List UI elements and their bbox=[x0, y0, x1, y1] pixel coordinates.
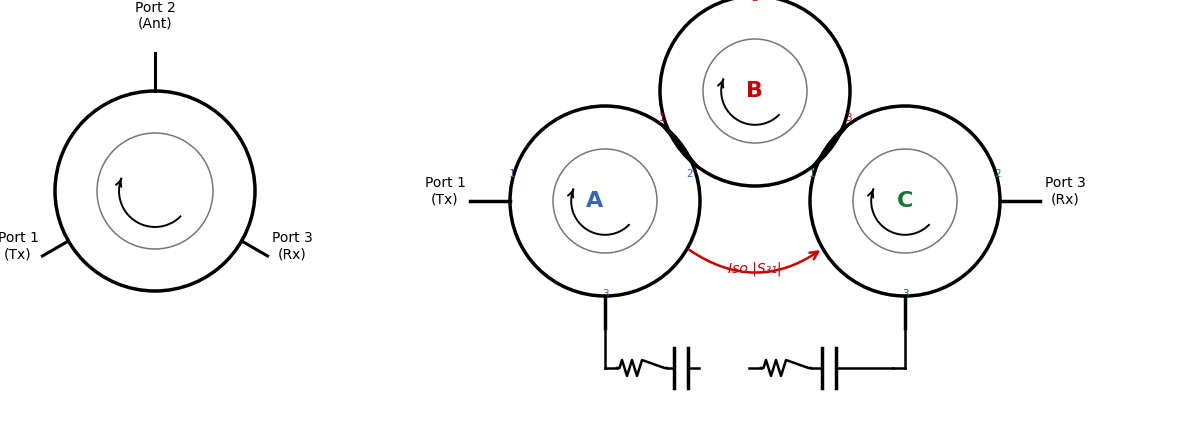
Text: Port 1
(Tx): Port 1 (Tx) bbox=[424, 176, 465, 206]
Text: 3: 3 bbox=[602, 289, 608, 299]
Text: 2: 2 bbox=[752, 0, 758, 3]
Text: Port 2
(Ant): Port 2 (Ant) bbox=[134, 1, 175, 31]
Text: 1: 1 bbox=[808, 169, 815, 179]
Text: 3: 3 bbox=[902, 289, 909, 299]
Text: 2: 2 bbox=[995, 169, 1001, 179]
Text: Port 1
(Tx): Port 1 (Tx) bbox=[0, 231, 38, 261]
Text: Iso |S₃₁|: Iso |S₃₁| bbox=[728, 261, 782, 276]
Text: C: C bbox=[897, 191, 914, 211]
Text: 2: 2 bbox=[687, 169, 693, 179]
Text: Port 3
(Rx): Port 3 (Rx) bbox=[1044, 176, 1085, 206]
Text: A: A bbox=[586, 191, 603, 211]
Text: 3: 3 bbox=[844, 113, 851, 123]
Text: B: B bbox=[747, 81, 764, 101]
Text: Port 3
(Rx): Port 3 (Rx) bbox=[272, 231, 313, 261]
Text: 1: 1 bbox=[508, 169, 516, 179]
Text: 1: 1 bbox=[658, 113, 665, 123]
